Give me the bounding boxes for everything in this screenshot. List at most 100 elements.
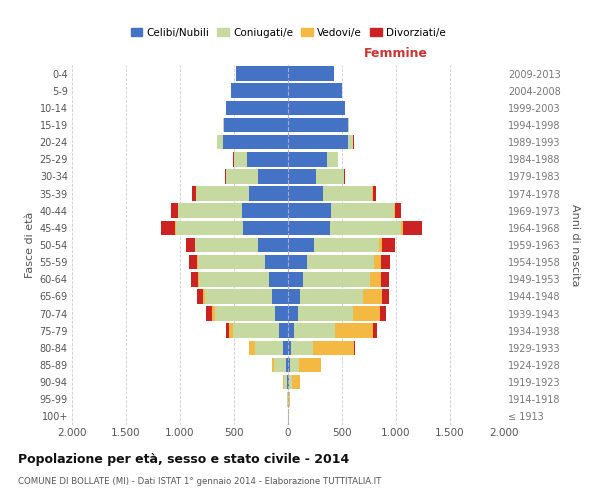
Bar — [330, 220, 401, 235]
Bar — [370, 272, 381, 286]
Bar — [223, 118, 224, 132]
Bar — [249, 186, 288, 201]
Bar — [189, 255, 197, 270]
Bar — [231, 84, 288, 98]
Bar — [254, 340, 283, 355]
Bar — [206, 306, 212, 321]
Bar — [284, 375, 287, 390]
Bar — [203, 289, 205, 304]
Bar — [178, 204, 242, 218]
Bar — [187, 238, 194, 252]
Bar — [242, 204, 288, 218]
Bar — [373, 186, 376, 201]
Bar — [229, 324, 233, 338]
Bar — [288, 66, 334, 81]
Bar — [212, 306, 215, 321]
Bar — [381, 272, 389, 286]
Bar — [290, 358, 299, 372]
Bar — [191, 272, 198, 286]
Bar — [289, 375, 292, 390]
Text: COMUNE DI BOLLATE (MI) - Dati ISTAT 1° gennaio 2014 - Elaborazione TUTTITALIA.IT: COMUNE DI BOLLATE (MI) - Dati ISTAT 1° g… — [18, 478, 382, 486]
Bar — [258, 238, 288, 252]
Bar — [226, 100, 288, 115]
Bar — [288, 169, 316, 184]
Bar — [233, 324, 280, 338]
Bar — [327, 152, 338, 166]
Legend: Celibi/Nubili, Coniugati/e, Vedovi/e, Divorziati/e: Celibi/Nubili, Coniugati/e, Vedovi/e, Di… — [127, 24, 449, 42]
Bar — [286, 358, 288, 372]
Bar — [288, 289, 300, 304]
Bar — [288, 306, 298, 321]
Bar — [288, 324, 294, 338]
Bar — [380, 306, 386, 321]
Bar — [344, 169, 346, 184]
Bar — [335, 324, 373, 338]
Bar — [197, 255, 199, 270]
Bar — [176, 220, 242, 235]
Bar — [298, 306, 353, 321]
Bar — [373, 324, 377, 338]
Text: Popolazione per età, sesso e stato civile - 2014: Popolazione per età, sesso e stato civil… — [18, 452, 349, 466]
Bar — [197, 289, 203, 304]
Bar — [382, 238, 395, 252]
Text: Femmine: Femmine — [364, 46, 428, 60]
Y-axis label: Anni di nascita: Anni di nascita — [571, 204, 580, 286]
Bar — [300, 289, 362, 304]
Bar — [193, 186, 196, 201]
Bar — [199, 255, 265, 270]
Bar — [288, 375, 289, 390]
Bar — [247, 152, 288, 166]
Bar — [280, 324, 288, 338]
Bar — [258, 169, 288, 184]
Bar — [288, 255, 307, 270]
Bar — [374, 255, 381, 270]
Bar — [401, 220, 403, 235]
Bar — [226, 169, 258, 184]
Bar — [196, 186, 249, 201]
Bar — [288, 135, 349, 150]
Bar — [323, 186, 372, 201]
Bar — [226, 324, 229, 338]
Bar — [283, 340, 288, 355]
Bar — [274, 358, 286, 372]
Bar — [217, 135, 223, 150]
Bar — [288, 152, 327, 166]
Bar — [316, 169, 344, 184]
Bar — [288, 340, 291, 355]
Bar — [314, 238, 379, 252]
Bar — [275, 306, 288, 321]
Bar — [353, 306, 380, 321]
Bar — [313, 340, 354, 355]
Bar — [161, 220, 175, 235]
Bar — [288, 220, 330, 235]
Y-axis label: Fasce di età: Fasce di età — [25, 212, 35, 278]
Bar — [379, 238, 382, 252]
Bar — [354, 340, 355, 355]
Bar — [288, 204, 331, 218]
Bar — [288, 118, 349, 132]
Bar — [265, 255, 288, 270]
Bar — [195, 238, 258, 252]
Bar — [272, 289, 288, 304]
Bar — [288, 358, 290, 372]
Bar — [394, 204, 395, 218]
Bar — [349, 135, 353, 150]
Bar — [242, 220, 288, 235]
Bar — [395, 204, 401, 218]
Bar — [289, 392, 290, 406]
Bar — [269, 272, 288, 286]
Bar — [294, 324, 335, 338]
Bar — [215, 306, 275, 321]
Bar — [381, 255, 389, 270]
Bar — [249, 340, 254, 355]
Bar — [291, 340, 313, 355]
Bar — [331, 204, 394, 218]
Bar — [224, 118, 288, 132]
Bar — [288, 100, 345, 115]
Bar — [234, 152, 247, 166]
Bar — [199, 272, 269, 286]
Bar — [403, 220, 422, 235]
Bar — [299, 358, 321, 372]
Bar — [205, 289, 272, 304]
Bar — [236, 66, 288, 81]
